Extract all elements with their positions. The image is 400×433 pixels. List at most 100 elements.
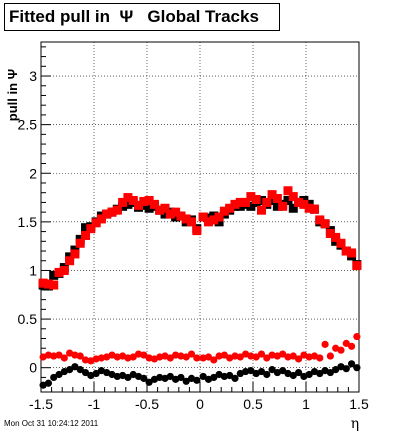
data-point-circle (342, 339, 350, 347)
y-tick-label: 1.5 (18, 214, 38, 230)
data-point-square (54, 267, 64, 277)
data-point-square (49, 280, 59, 290)
axes: -1.5 -1 -0.5 0 0.5 1 1.5 0 0.5 1 1.5 2 2.5 3 (18, 41, 369, 412)
y-axis-label: pull in Ψ (5, 69, 20, 121)
data-point-square (91, 218, 101, 228)
data-point-circle (279, 367, 287, 375)
data-point-square (171, 212, 181, 222)
x-tick-label: 0.5 (243, 396, 263, 412)
data-point-square (219, 206, 229, 216)
data-point-square (38, 278, 48, 288)
data-point-square (272, 194, 282, 204)
data-point-square (75, 238, 85, 248)
data-point-square (187, 217, 197, 227)
data-point-square (272, 201, 282, 211)
data-point-square (139, 196, 149, 206)
data-point-square (352, 261, 362, 271)
data-point-square (246, 192, 256, 202)
x-tick-label: 0 (196, 396, 204, 412)
data-point-circle (247, 367, 255, 375)
data-point-square (278, 201, 288, 211)
data-point-circle (263, 370, 271, 379)
data-point-square (336, 238, 346, 248)
data-point-circle (55, 370, 63, 379)
data-point-circle (182, 353, 190, 361)
data-point-square (304, 203, 314, 213)
data-point-circle (44, 379, 53, 387)
data-point-circle (279, 350, 287, 358)
x-tick-label: -1.5 (29, 396, 53, 412)
data-point-circle (252, 353, 260, 361)
chart-title: Fitted pull in Ψ Global Tracks (9, 7, 259, 26)
data-point-circle (166, 372, 174, 381)
data-point-square (171, 207, 181, 217)
data-point-square (65, 256, 75, 266)
y-tick-label: 3 (29, 68, 37, 84)
y-tick-label: 0.5 (18, 311, 38, 327)
data-point-circle (50, 373, 58, 382)
data-point-circle (193, 354, 201, 362)
data-point-circle (140, 351, 148, 359)
data-point-circle (60, 354, 68, 362)
data-point-circle (124, 373, 132, 382)
data-point-circle (92, 369, 100, 378)
data-point-circle (76, 366, 84, 374)
data-point-square (176, 211, 186, 221)
data-point-square (49, 270, 59, 280)
chart-title-box: Fitted pull in Ψ Global Tracks (4, 3, 280, 31)
data-point-circle (204, 353, 213, 361)
data-point-circle (321, 340, 329, 348)
data-point-circle (347, 342, 356, 350)
data-point-square (192, 226, 202, 236)
data-point-circle (129, 353, 137, 361)
y-tick-label: 2.5 (18, 117, 38, 133)
data-marks (38, 186, 362, 389)
data-point-square (246, 201, 256, 211)
data-point-circle (220, 351, 228, 359)
data-point-square (267, 195, 277, 205)
data-point-circle (326, 352, 334, 360)
x-tick-label: 1 (302, 396, 310, 412)
data-point-circle (316, 354, 324, 362)
data-point-circle (193, 376, 201, 384)
y-tick-label: 1 (29, 262, 37, 278)
data-point-circle (337, 346, 345, 354)
data-point-square (283, 195, 293, 205)
data-point-square (225, 203, 235, 213)
data-point-square (341, 246, 351, 256)
data-point-square (118, 197, 128, 207)
data-point-square (214, 217, 224, 227)
data-point-circle (199, 372, 207, 381)
data-point-square (107, 207, 117, 217)
data-point-square (149, 199, 159, 209)
data-point-square (165, 209, 175, 219)
data-point-circle (177, 373, 185, 382)
data-point-square (347, 248, 357, 258)
data-point-circle (332, 366, 340, 374)
data-point-circle (347, 360, 356, 368)
data-point-square (325, 229, 335, 239)
data-point-circle (316, 369, 324, 378)
data-point-circle (140, 374, 148, 382)
series-1 (38, 186, 362, 290)
data-point-square (160, 209, 170, 219)
data-point-circle (289, 352, 297, 360)
x-tick-label: -1 (88, 396, 101, 412)
data-point-circle (257, 367, 266, 376)
data-point-square (309, 204, 319, 214)
data-point-square (155, 205, 165, 215)
data-point-circle (55, 351, 63, 359)
data-point-circle (257, 350, 266, 358)
data-point-square (331, 232, 341, 242)
data-point-circle (353, 364, 361, 372)
data-point-square (214, 212, 224, 222)
data-point-circle (231, 374, 239, 382)
timestamp: Mon Oct 31 10:24:12 2011 (4, 419, 99, 428)
data-point-square (128, 195, 138, 205)
data-point-square (70, 249, 80, 259)
data-point-circle (210, 356, 218, 364)
data-point-circle (81, 368, 90, 377)
data-point-square (203, 217, 213, 227)
data-point-circle (353, 332, 361, 341)
data-point-circle (289, 371, 297, 380)
